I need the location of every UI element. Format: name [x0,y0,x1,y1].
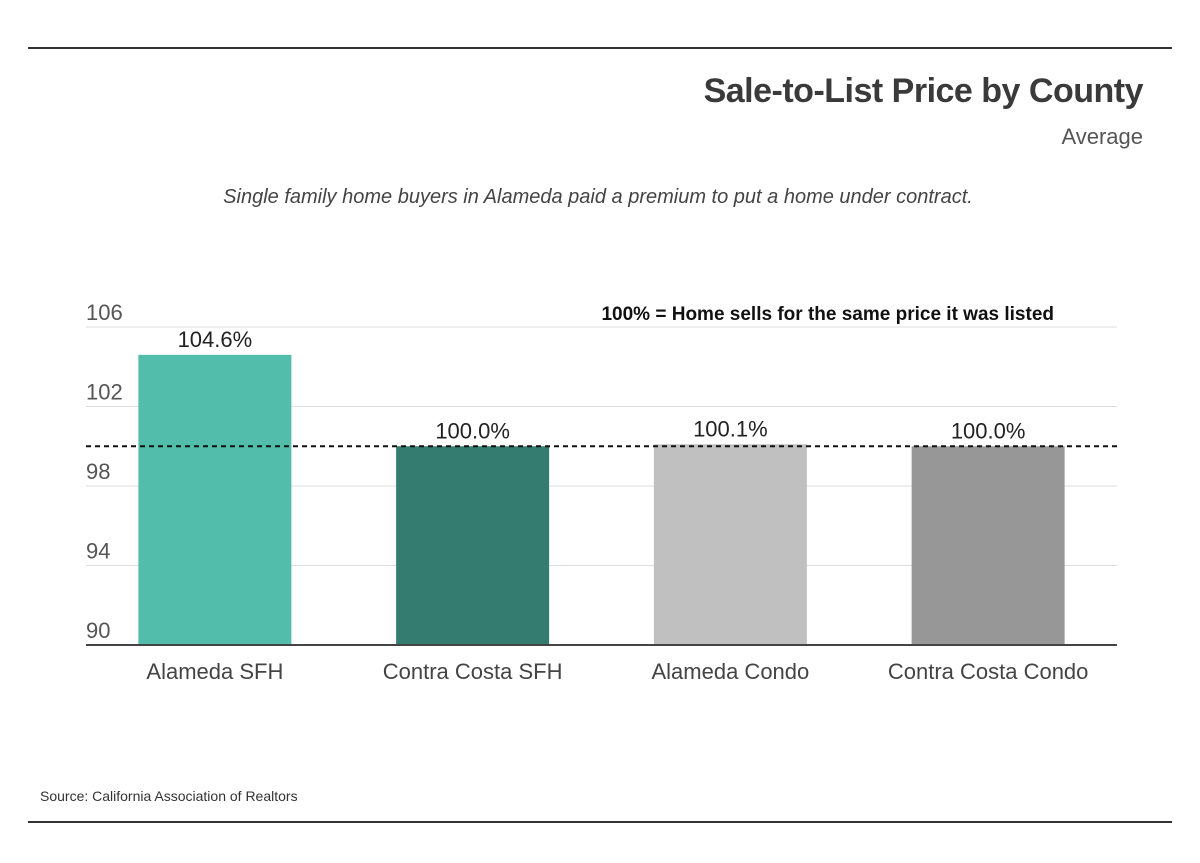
bar [396,446,550,645]
bar [138,354,292,645]
y-tick-label: 94 [86,539,110,564]
y-tick-label: 90 [86,618,110,643]
bar [653,444,807,645]
top-rule [28,47,1172,49]
bar [911,446,1065,645]
chart-subtitle: Average [1061,124,1143,149]
bar-value-label: 100.0% [435,418,510,443]
bottom-rule [28,821,1172,823]
x-category-label: Contra Costa Condo [888,659,1089,684]
y-tick-label: 98 [86,459,110,484]
chart-title: Sale-to-List Price by County [703,72,1144,110]
source-note: Source: California Association of Realto… [40,788,298,804]
y-tick-label: 102 [86,380,123,405]
x-category-label: Contra Costa SFH [383,659,563,684]
reference-annotation: 100% = Home sells for the same price it … [601,304,1054,325]
chart-caption: Single family home buyers in Alameda pai… [223,186,973,208]
bar-value-label: 100.0% [951,418,1026,443]
bar-value-label: 100.1% [693,416,768,441]
y-tick-label: 106 [86,300,123,325]
x-category-label: Alameda SFH [146,659,283,684]
bar-value-label: 104.6% [178,327,253,352]
x-category-label: Alameda Condo [651,659,809,684]
